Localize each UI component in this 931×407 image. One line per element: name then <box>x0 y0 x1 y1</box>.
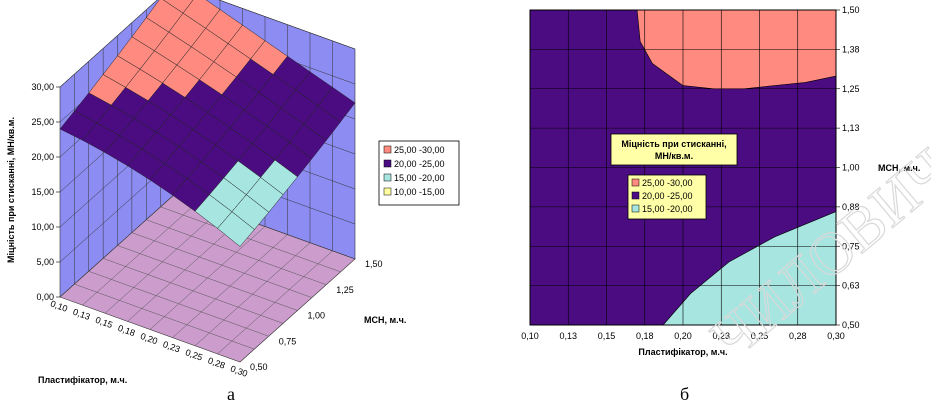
x-tick-label: 0,13 <box>72 307 92 322</box>
x-tick-label: 0,18 <box>117 323 137 338</box>
z-tick-label: 15,00 <box>31 187 54 197</box>
contour-x-tick-label: 0,18 <box>636 331 654 341</box>
contour-x-axis-title: Пластифікатор, м.ч. <box>638 347 727 357</box>
contour-chart: 0,10 0,13 0,15 0,18 0,20 0,23 0,25 0,28 0,300,50… <box>521 5 920 357</box>
x-tick-label: 0,15 <box>94 315 114 330</box>
contour-y-tick-label: 1,38 <box>842 44 860 54</box>
caption-a: а <box>227 384 235 404</box>
z-tick-label: 25,00 <box>31 117 54 127</box>
contour-x-tick-label: 0,13 <box>559 331 577 341</box>
floor-gridline <box>103 258 284 324</box>
floor-gridline <box>74 283 255 350</box>
depth-tick-label: 1,25 <box>336 285 354 295</box>
legend-label: 20,00 -25,00 <box>394 159 445 169</box>
contour-x-tick-label: 0,20 <box>674 331 692 341</box>
legend-label: 10,00 -15,00 <box>394 187 445 197</box>
legend-swatch <box>383 159 392 168</box>
floor-gridline <box>146 219 327 285</box>
x-tick-label: 0,20 <box>139 331 159 346</box>
floor-gridline <box>88 271 269 337</box>
contour-x-tick-label: 0,10 <box>521 331 539 341</box>
legend-swatch <box>383 173 392 182</box>
x-tick-label: 0,10 <box>49 298 69 313</box>
legend-swatch <box>383 145 392 154</box>
surface-legend: 25,00 -30,00 20,00 -25,00 15,00 -20,00 10,0… <box>378 140 460 206</box>
legend-title-box <box>610 133 738 166</box>
legend-label: 25,00 -30,00 <box>642 178 693 188</box>
contour-y-tick-label: 1,13 <box>842 123 860 133</box>
z-tick-label: 0,00 <box>36 292 54 302</box>
surface-chart: 0,005,0010,0015,0020,0025,0030,000,100,1… <box>6 0 406 385</box>
x-axis-title: Пластифікатор, м.ч. <box>38 375 127 385</box>
contour-y-tick-label: 0,75 <box>842 241 860 251</box>
contour-y-tick-label: 1,50 <box>842 5 860 15</box>
contour-y-tick-label: 1,00 <box>842 163 860 173</box>
contour-y-tick-label: 0,63 <box>842 281 860 291</box>
contour-y-axis-title: МСН, м.ч. <box>878 163 920 173</box>
contour-x-tick-label: 0,23 <box>712 331 730 341</box>
legend-label: 25,00 -30,00 <box>394 145 445 155</box>
z-axis-title: Міцність при стисканні, МН/кв.м. <box>6 117 16 263</box>
legend-title-line: МН/кв.м. <box>655 151 693 161</box>
legend-label: 15,00 -20,00 <box>394 173 445 183</box>
legend-box <box>627 174 707 220</box>
depth-tick-label: 1,00 <box>308 311 326 321</box>
caption-b: б <box>680 384 689 404</box>
floor-gridline <box>160 206 341 273</box>
floor-gridline <box>117 245 298 311</box>
depth-tick-label: 0,50 <box>250 362 268 372</box>
legend-swatch <box>631 178 640 187</box>
contour-y-tick-label: 0,50 <box>842 320 860 330</box>
depth-tick-label: 0,75 <box>279 336 297 346</box>
contour-x-tick-label: 0,25 <box>751 331 769 341</box>
contour-y-tick-label: 0,88 <box>842 202 860 212</box>
legend-swatch <box>631 204 640 213</box>
legend-box <box>378 140 460 206</box>
depth-tick-label: 1,50 <box>365 259 383 269</box>
contour-x-tick-label: 0,30 <box>827 331 845 341</box>
floor-gridline <box>131 232 312 298</box>
legend-title-line: Міцність при стисканні, <box>621 139 726 149</box>
contour-y-tick-label: 1,25 <box>842 84 860 94</box>
x-tick-label: 0,23 <box>162 339 182 354</box>
contour-x-tick-label: 0,15 <box>598 331 616 341</box>
z-tick-label: 20,00 <box>31 152 54 162</box>
x-tick-label: 0,25 <box>184 347 204 362</box>
legend-label: 20,00 -25,00 <box>642 191 693 201</box>
z-tick-label: 10,00 <box>31 222 54 232</box>
contour-legend: Міцність при стисканні, МН/кв.м. 25,00 -30… <box>610 133 738 220</box>
surface-cell <box>217 211 255 247</box>
z-tick-label: 30,00 <box>31 82 54 92</box>
legend-swatch <box>383 187 392 196</box>
legend-swatch <box>631 191 640 200</box>
x-tick-label: 0,28 <box>207 355 227 370</box>
x-tick-label: 0,30 <box>229 363 249 378</box>
wall-gridline <box>59 0 356 88</box>
contour-x-tick-label: 0,28 <box>789 331 807 341</box>
legend-label: 15,00 -20,00 <box>642 204 693 214</box>
depth-axis-title: МСН, м.ч. <box>364 315 406 325</box>
z-tick-label: 5,00 <box>36 257 54 267</box>
